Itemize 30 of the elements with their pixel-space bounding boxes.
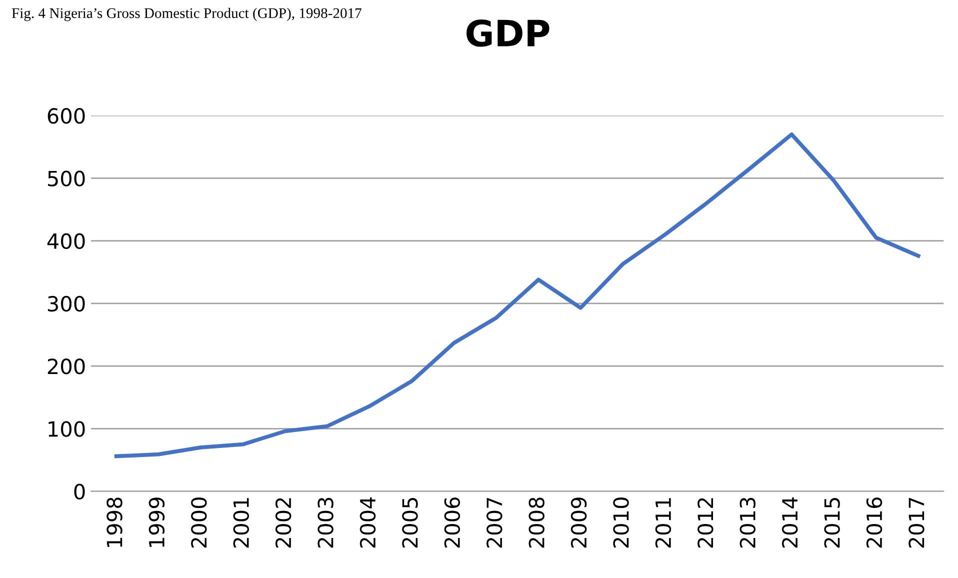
x-tick-label: 2004 — [360, 497, 376, 548]
x-tick-label: 2001 — [233, 498, 250, 548]
x-tick-label: 2009 — [570, 498, 587, 548]
y-tick-label: 100 — [48, 421, 85, 437]
x-tick-label: 2015 — [824, 498, 840, 548]
x-tick-label: 2008 — [528, 498, 544, 548]
y-tick-label: 200 — [48, 358, 85, 374]
y-tick-label: 300 — [48, 296, 85, 312]
x-tick-label: 2014 — [782, 497, 798, 548]
y-tick-label: 0 — [74, 484, 85, 500]
x-tick-label: 2003 — [318, 498, 334, 548]
x-tick-label: 2005 — [402, 498, 418, 548]
x-tick-label: 2006 — [444, 497, 460, 548]
y-tick-label: 500 — [48, 170, 85, 186]
x-tick-label: 2000 — [191, 498, 207, 548]
x-tick-label: 1999 — [148, 498, 165, 547]
line-series — [114, 132, 920, 458]
x-tick-label: 2016 — [866, 497, 882, 548]
caption: Fig. 4 Nigeria’s Gross Domestic Product (GDP), 1998-2017 — [12, 8, 362, 22]
x-tick-label: 1998 — [106, 498, 122, 547]
x-tick-label: 2012 — [698, 498, 714, 548]
x-tick-label: 2011 — [655, 498, 672, 548]
x-tick-label: 2017 — [908, 498, 924, 548]
chart-title: GDP — [466, 19, 550, 47]
y-tick-label: 600 — [48, 108, 85, 124]
x-tick-label: 2002 — [275, 498, 292, 548]
x-tick-label: 2010 — [613, 498, 629, 548]
y-tick-label: 400 — [47, 233, 85, 250]
x-tick-label: 2013 — [740, 498, 756, 548]
x-tick-label: 2007 — [486, 498, 502, 548]
